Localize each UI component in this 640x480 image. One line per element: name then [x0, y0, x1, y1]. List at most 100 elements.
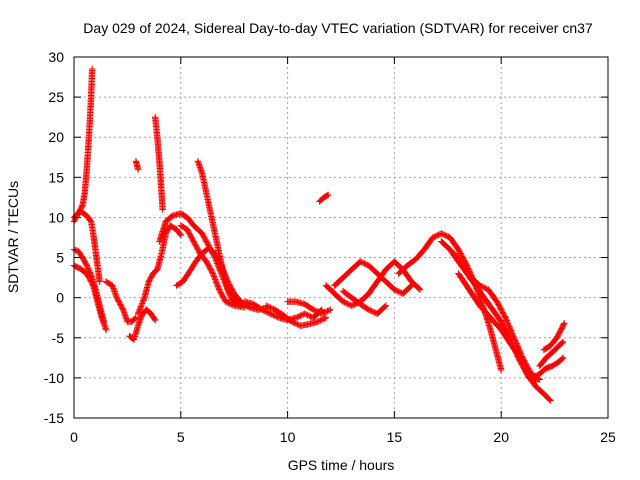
data-point [402, 293, 404, 295]
data-point [197, 160, 199, 162]
data-point [457, 273, 460, 275]
data-point [466, 264, 468, 267]
data-point [94, 248, 96, 251]
data-point [551, 351, 554, 353]
data-point [376, 281, 378, 283]
data-point [186, 228, 188, 231]
data-point [269, 313, 272, 315]
data-point [111, 285, 114, 287]
data-point [88, 136, 90, 138]
data-point [556, 337, 558, 339]
data-point [385, 268, 387, 271]
data-point [240, 301, 242, 303]
data-point [86, 215, 88, 217]
data-point [385, 305, 387, 307]
data-point [169, 224, 171, 227]
data-point [308, 323, 310, 325]
data-point [233, 305, 235, 307]
data-point [312, 317, 314, 319]
data-point [99, 305, 101, 307]
data-point [511, 345, 513, 347]
y-tick-labels: -15 -10 -5 0 5 10 15 20 25 30 [44, 49, 64, 426]
data-point [156, 136, 158, 138]
data-point [137, 313, 139, 315]
data-point [180, 234, 182, 236]
data-point [205, 260, 208, 263]
data-point [86, 168, 88, 170]
y-tick-label: 30 [48, 49, 64, 65]
data-point [359, 303, 361, 305]
data-point [549, 345, 551, 347]
data-point [201, 172, 203, 174]
plot-frame [73, 56, 609, 419]
data-point [180, 212, 182, 215]
data-point [393, 289, 395, 291]
data-point [171, 215, 173, 217]
data-point [415, 258, 417, 260]
data-point [86, 264, 88, 267]
data-point [368, 309, 370, 311]
data-point [126, 321, 128, 323]
data-point [131, 321, 133, 323]
y-tick-label: -15 [44, 410, 64, 426]
data-point [261, 309, 263, 311]
x-tick-label: 25 [600, 429, 616, 445]
data-point [248, 306, 250, 308]
data-point [440, 232, 442, 235]
data-point [489, 329, 492, 331]
grid-lines [74, 57, 608, 418]
data-point [158, 240, 161, 243]
data-point [500, 369, 502, 371]
data-point [376, 273, 378, 275]
data-point [240, 305, 242, 307]
data-point [532, 377, 534, 379]
data-point [175, 285, 178, 287]
series-marks [132, 158, 142, 173]
x-tick-label: 10 [280, 429, 296, 445]
data-point [159, 176, 162, 178]
data-point [562, 341, 564, 343]
data-point [504, 317, 507, 319]
data-point [156, 268, 158, 271]
data-point [321, 309, 323, 311]
data-point [105, 329, 107, 331]
data-point [265, 305, 267, 307]
data-point [220, 264, 222, 267]
data-point [233, 293, 235, 295]
data-point [90, 96, 92, 98]
data-point [329, 309, 331, 311]
data-point [135, 317, 137, 319]
data-point [359, 260, 361, 263]
data-point [152, 273, 154, 275]
data-point [513, 337, 515, 339]
data-point [287, 301, 289, 303]
series-marks [70, 246, 108, 325]
data-point [92, 232, 94, 235]
data-point [479, 285, 481, 287]
data-point [496, 301, 498, 303]
series-track-aa [540, 320, 568, 353]
y-tick-label: 10 [48, 209, 64, 225]
x-tick-label: 15 [387, 429, 403, 445]
x-axis-label: GPS time / hours [288, 457, 395, 473]
data-point [193, 240, 195, 243]
series-track-x [455, 270, 539, 386]
data-point [419, 289, 421, 291]
data-point [99, 281, 101, 283]
data-series [70, 65, 568, 404]
data-point [543, 393, 545, 395]
data-point [122, 309, 124, 311]
data-point [558, 345, 560, 347]
data-point [137, 325, 139, 327]
data-point [539, 373, 541, 375]
series-track-t [339, 288, 390, 317]
data-point [351, 305, 353, 307]
data-point [323, 196, 325, 198]
data-point [376, 313, 378, 315]
data-point [449, 248, 451, 251]
data-point [299, 325, 302, 327]
data-point [462, 264, 464, 267]
data-point [205, 192, 208, 194]
series-marks [455, 270, 539, 386]
